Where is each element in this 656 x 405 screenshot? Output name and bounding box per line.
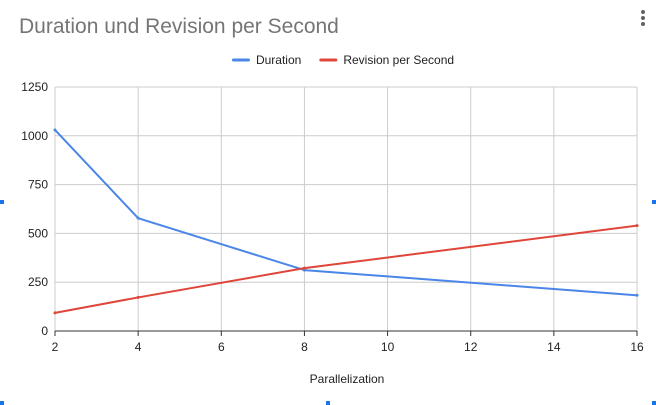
- x-tick-label: 2: [52, 340, 59, 354]
- legend-label-0[interactable]: Duration: [256, 53, 301, 67]
- x-tick-label: 16: [630, 340, 644, 354]
- selection-handle[interactable]: [0, 200, 4, 204]
- x-tick-label: 4: [135, 340, 142, 354]
- y-tick-label: 1000: [21, 129, 48, 143]
- y-tick-label: 250: [28, 275, 48, 289]
- x-tick-label: 14: [547, 340, 561, 354]
- data-point[interactable]: [136, 216, 140, 220]
- x-tick-label: 12: [464, 340, 478, 354]
- menu-dot: [641, 22, 645, 26]
- selection-handle[interactable]: [652, 200, 656, 204]
- series-line-0[interactable]: [54, 129, 638, 297]
- data-point[interactable]: [136, 295, 140, 299]
- more-vert-icon[interactable]: [636, 8, 650, 28]
- selection-handle[interactable]: [326, 401, 330, 405]
- grid: [54, 86, 638, 331]
- data-point[interactable]: [635, 224, 639, 228]
- data-point[interactable]: [635, 293, 639, 297]
- axes: 0 250 500 750 1000 1250 2 4 6 8 10 12 14 16: [21, 80, 644, 354]
- series-line-1[interactable]: [54, 224, 638, 314]
- selection-handle[interactable]: [652, 401, 656, 405]
- y-tick-label: 0: [41, 324, 48, 338]
- legend-swatch-1: [319, 58, 338, 62]
- y-tick-label: 750: [28, 178, 48, 192]
- chart-title: Duration und Revision per Second: [19, 15, 339, 38]
- selection-handle[interactable]: [0, 401, 4, 405]
- legend-swatch-0: [231, 58, 250, 62]
- legend-label-1[interactable]: Revision per Second: [343, 53, 454, 67]
- menu-dot: [641, 16, 645, 20]
- menu-dot: [641, 10, 645, 14]
- data-point[interactable]: [53, 311, 57, 315]
- x-tick-label: 10: [381, 340, 395, 354]
- data-point[interactable]: [53, 128, 57, 132]
- y-tick-label: 1250: [21, 80, 48, 94]
- legend[interactable]: Duration Revision per Second: [231, 53, 454, 67]
- y-tick-label: 500: [28, 226, 48, 240]
- x-tick-label: 8: [301, 340, 308, 354]
- data-point[interactable]: [302, 266, 306, 270]
- x-axis-title: Parallelization: [310, 372, 385, 386]
- series-lines: [53, 128, 639, 315]
- x-tick-label: 6: [218, 340, 225, 354]
